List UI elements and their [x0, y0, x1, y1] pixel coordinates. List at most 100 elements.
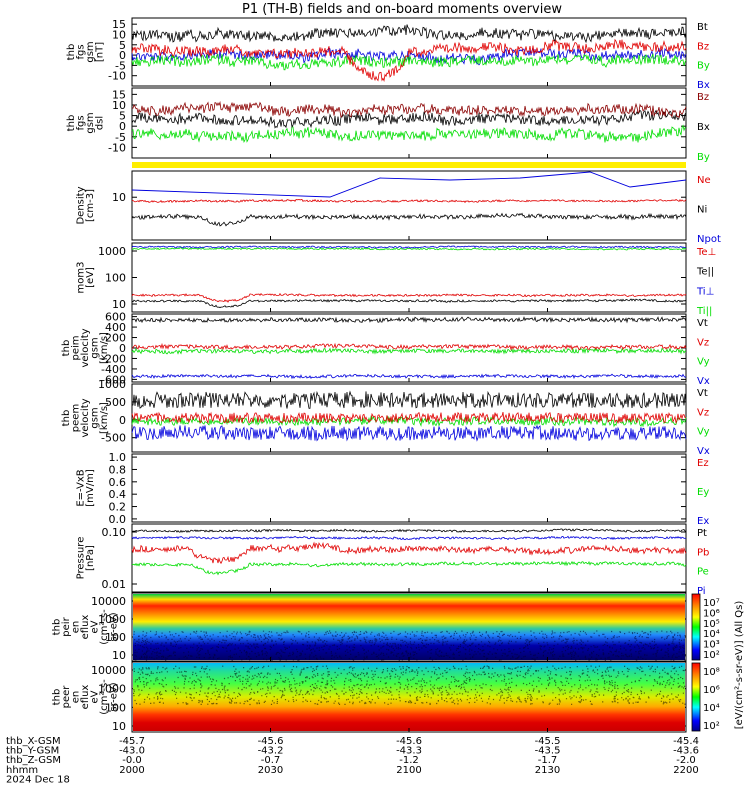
- y-axis-label: Pressure: [75, 537, 86, 580]
- y-axis-label: sr-eV): [109, 682, 120, 711]
- legend-Pb: Pb: [697, 547, 709, 558]
- y-axis-label: gsm: [85, 112, 96, 133]
- x-tick-label: -43.5: [535, 746, 561, 757]
- y-axis-label: (cm²-s-: [99, 679, 110, 715]
- series-Vx: [131, 373, 687, 380]
- series-Bz: [131, 38, 687, 82]
- y-tick-label: 10: [112, 720, 126, 733]
- colorbar-label: 10²: [703, 721, 720, 732]
- legend-Bz: Bz: [697, 92, 709, 103]
- heatmap-speckle: [133, 630, 686, 661]
- x-tick-label: -43.0: [119, 746, 145, 757]
- colorbar-label: 10²: [703, 650, 720, 661]
- chart-title: P1 (TH-B) fields and on-board moments ov…: [242, 2, 562, 17]
- series-Ti-perp: [131, 245, 687, 249]
- series-Npot: [131, 171, 687, 198]
- legend-Bx: Bx: [697, 122, 710, 133]
- series-Bz: [131, 100, 687, 119]
- series-Pt: [131, 528, 687, 533]
- panel-3: Density[cm-3] 10 Ne Ni Npot: [75, 170, 721, 245]
- legend-By: By: [697, 152, 710, 163]
- y-tick-label: 0.01: [102, 578, 127, 591]
- y-tick-label: 0.8: [109, 463, 127, 476]
- panel-7: E=-VxB[mV/m] 1.00.80.60.40.20.0 Ez Ey Ex: [75, 451, 709, 527]
- y-axis-label: sr-eV): [109, 612, 120, 641]
- y-tick-label: 600: [105, 311, 126, 324]
- y-axis-label: peir: [61, 616, 72, 636]
- y-axis-label: [km/s]: [99, 332, 110, 364]
- series-Vt: [131, 316, 687, 324]
- series-Vt: [131, 390, 687, 409]
- y-tick-label: 400: [105, 321, 126, 334]
- y-tick-label: -200: [101, 352, 126, 365]
- y-tick-label: 5: [119, 110, 126, 123]
- x-tick-label: -45.7: [119, 736, 145, 747]
- colorbar-label: 10⁵: [703, 619, 720, 630]
- x-axis-group: thb_X-GSM -45.7 -45.6 -45.6 -45.5 -45.4 thb_Y-…: [6, 736, 699, 785]
- series-Vz: [131, 411, 686, 425]
- legend-Vx: Vx: [697, 446, 710, 457]
- y-axis-label: peim: [71, 335, 82, 360]
- y-tick-label: 15: [112, 18, 126, 31]
- panels-group: thbfgsgsm[nT]151050-5-10BtBzByBxthbfgsgs…: [52, 17, 745, 733]
- legend-Ez: Ez: [697, 458, 709, 469]
- legend-Vt: Vt: [697, 318, 708, 329]
- y-tick-label: 0.6: [109, 476, 127, 489]
- y-tick-label: 10: [112, 298, 126, 311]
- y-axis-label: gsm: [90, 407, 101, 428]
- y-axis-label: gsm: [90, 337, 101, 358]
- y-tick-label: 10: [112, 99, 126, 112]
- y-tick-label: 0.0: [109, 513, 127, 526]
- panel-8: Pressure[nPa] 0.10 0.01 Pt Pb Pe Pi: [75, 523, 709, 597]
- y-tick-label: 1000: [98, 683, 126, 696]
- series-Ti-par: [132, 247, 687, 251]
- y-axis-label: en: [71, 691, 82, 704]
- legend-Ex: Ex: [697, 516, 709, 527]
- y-tick-label: 10000: [91, 664, 126, 677]
- y-tick-label: 0: [119, 120, 126, 133]
- y-axis-label: eflux: [80, 615, 91, 640]
- x-tick-label: 2100: [396, 765, 421, 776]
- x-tick-label: 2000: [119, 765, 144, 776]
- y-tick-label: 0.2: [109, 501, 127, 514]
- colorbar-bottom: 10⁸ 10⁶ 10⁴ 10²: [691, 662, 720, 732]
- colorbar-label: 10⁸: [703, 667, 720, 678]
- x-row-label: hhmm: [6, 765, 38, 776]
- colorbar-label: 10⁷: [703, 598, 720, 609]
- legend-Npot: Npot: [697, 234, 721, 245]
- x-tick-label: -45.5: [535, 736, 561, 747]
- y-axis-label: [km/s]: [99, 402, 110, 434]
- legend-Vz: Vz: [697, 337, 709, 348]
- y-tick-label: -5: [115, 131, 126, 144]
- y-axis-label: peer: [61, 685, 72, 709]
- series-Vz: [131, 342, 687, 351]
- heatmap-speckle: [133, 665, 686, 706]
- panel-4: mom3[eV]1000 100 10 Te⊥ Te|| Ti⊥ Ti||: [75, 242, 716, 317]
- series-Te-par: [131, 298, 687, 309]
- series-Te-perp: [131, 292, 687, 303]
- y-tick-label: 0: [119, 342, 126, 355]
- y-axis-label: [eV]: [85, 267, 96, 288]
- legend-Bt: Bt: [697, 22, 708, 33]
- y-tick-label: 10: [112, 191, 126, 204]
- y-tick-label: 10000: [91, 595, 126, 608]
- legend-Vt: Vt: [697, 388, 708, 399]
- y-tick-label: 1.0: [109, 451, 127, 464]
- y-axis-label: thb: [52, 619, 63, 636]
- x-tick-label: -45.4: [673, 736, 699, 747]
- y-tick-label: 0.10: [102, 526, 127, 539]
- legend-Pe: Pe: [697, 567, 709, 578]
- y-axis-label: thb: [66, 115, 77, 132]
- y-axis-label: velocity: [80, 398, 91, 437]
- legend-Vx: Vx: [697, 376, 710, 387]
- series-By: [131, 124, 687, 143]
- colorbar-title: [eV/(cm²-s-sr-eV)] (All Qs): [734, 601, 745, 730]
- legend-By: By: [697, 61, 710, 72]
- legend-Te||: Te||: [696, 267, 714, 278]
- y-tick-label: 0: [119, 414, 126, 427]
